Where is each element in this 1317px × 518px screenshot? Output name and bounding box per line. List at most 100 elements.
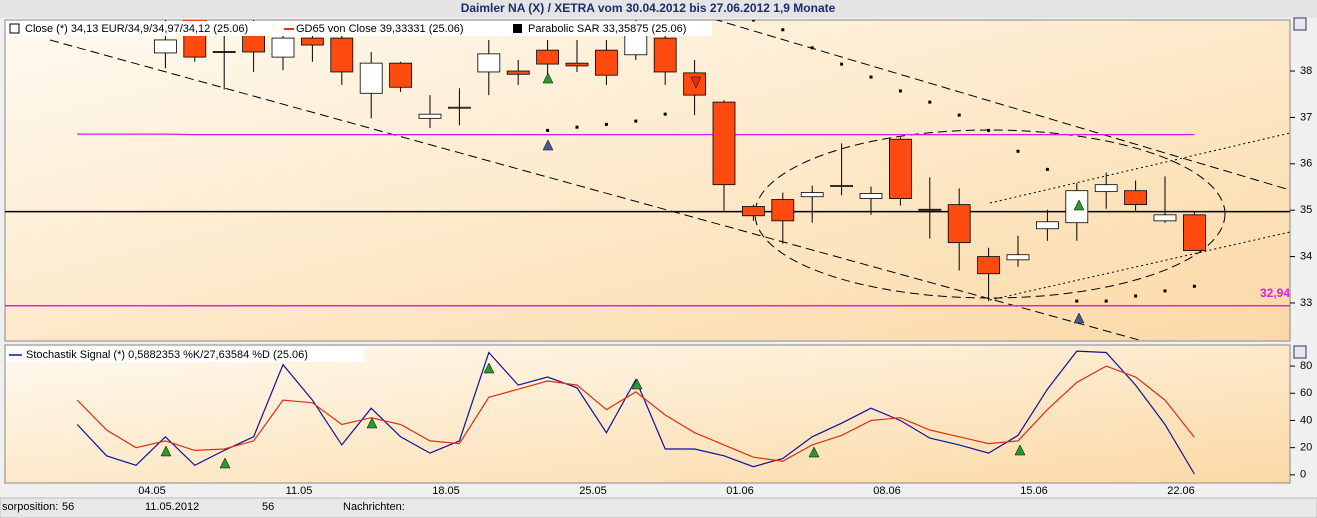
trend-line	[49, 39, 1145, 341]
status-text: 56	[262, 501, 274, 513]
candle-body	[889, 138, 912, 199]
signals	[160, 17, 1307, 469]
y-tick-label: 35	[1300, 204, 1312, 216]
sar-dot	[1075, 299, 1079, 303]
candle-body	[859, 193, 883, 199]
y-tick-label: 80	[1300, 360, 1312, 372]
legend-entry: Parabolic SAR 33,35875 (25.06)	[528, 23, 686, 35]
legend-box	[6, 21, 712, 36]
stoch-panel	[4, 344, 1291, 484]
stoch-plot	[76, 350, 1195, 475]
sar-dot	[1192, 284, 1196, 288]
candle-body	[300, 37, 324, 46]
candle-body	[447, 106, 471, 109]
candle-body	[359, 62, 383, 94]
sar-dot	[1104, 299, 1108, 303]
candle-body	[389, 62, 413, 88]
legend-box	[6, 347, 364, 362]
sar-dot	[869, 75, 873, 79]
sar-dot	[1016, 149, 1020, 153]
candle-body	[918, 208, 942, 211]
sar-dot	[575, 125, 579, 129]
y-tick-label: 33	[1300, 297, 1312, 309]
candle-body	[330, 37, 354, 73]
candle-body	[565, 62, 589, 67]
buy-signal	[219, 457, 231, 469]
candle-body	[153, 39, 177, 54]
y-tick-label: 38	[1300, 65, 1312, 77]
candle-body	[1153, 214, 1177, 222]
sar-dot	[1163, 289, 1167, 293]
x-tick-label: 25.05	[579, 485, 607, 497]
candle-body	[1183, 214, 1206, 251]
sar-dot	[840, 62, 844, 66]
candle-body	[977, 256, 1000, 275]
buy-signal	[1014, 444, 1026, 456]
buy-signal	[631, 378, 643, 390]
x-tick-label: 08.06	[873, 485, 901, 497]
sar-dot	[957, 113, 961, 117]
sell-signal	[690, 76, 702, 89]
candle-body	[653, 37, 677, 73]
sar-dot	[546, 128, 550, 132]
sar-dot	[634, 119, 638, 123]
panel-menu[interactable]	[1293, 17, 1307, 31]
x-tick-label: 22.06	[1167, 485, 1195, 497]
sar-dot	[898, 89, 902, 93]
candle-body	[1094, 184, 1118, 193]
sar-dot	[928, 100, 932, 104]
buy-signal	[160, 445, 172, 457]
x-tick-label: 18.05	[432, 485, 460, 497]
y-tick-label: 37	[1300, 111, 1312, 123]
sar-dot	[663, 112, 667, 116]
status-text: sorposition:	[2, 501, 58, 513]
stoch-line	[76, 365, 1195, 462]
buy-signal	[366, 417, 378, 429]
candle-body	[1036, 221, 1059, 230]
sar-dot	[781, 28, 785, 32]
sar-dot	[987, 128, 991, 132]
candle-body	[506, 70, 530, 75]
status-text: 56	[62, 501, 74, 513]
trend-line	[715, 20, 1290, 191]
y-tick-label: 60	[1300, 387, 1312, 399]
candle-body	[771, 199, 795, 222]
legend-swatch	[513, 24, 522, 33]
buy-signal	[542, 72, 554, 84]
legend-entry: Close (*) 34,13 EUR/34,9/34,97/34,12 (25…	[25, 23, 248, 35]
x-tick-label: 11.05	[286, 485, 313, 497]
x-tick-label: 04.05	[138, 485, 166, 497]
candle-body	[800, 192, 824, 198]
channel-line	[989, 132, 1290, 204]
candle-body	[1124, 190, 1147, 206]
title-bar	[0, 0, 1317, 18]
signal	[1073, 312, 1085, 324]
ellipse-annotation	[754, 129, 1226, 299]
y-tick-label: 36	[1300, 158, 1312, 170]
status-text: 11.05.2012	[145, 501, 199, 513]
channel-line	[989, 231, 1290, 301]
candle-body	[477, 53, 501, 73]
buy-signal	[483, 362, 495, 374]
status-text: Nachrichten:	[343, 501, 405, 513]
h-line-label: 32,94	[1260, 286, 1290, 300]
sar-dot	[1134, 294, 1138, 298]
status-bar	[0, 497, 1317, 518]
candle-body	[947, 204, 971, 244]
candle-body	[212, 51, 236, 53]
sar-dot	[1045, 167, 1049, 171]
main-panel	[4, 19, 1291, 342]
y-tick-label: 0	[1300, 469, 1306, 481]
buy-signal	[808, 446, 820, 458]
candle-body	[742, 206, 765, 217]
panel-menu[interactable]	[1293, 345, 1307, 359]
y-tick-label: 34	[1300, 250, 1312, 262]
sar-dot	[751, 20, 755, 22]
chart-title: Daimler NA (X) / XETRA vom 30.04.2012 bi…	[461, 1, 836, 15]
legend-swatch	[9, 23, 20, 34]
sar-dot	[810, 46, 814, 50]
candle-body	[271, 37, 295, 58]
sar-dot	[604, 122, 608, 126]
buy-signal	[1073, 199, 1085, 211]
